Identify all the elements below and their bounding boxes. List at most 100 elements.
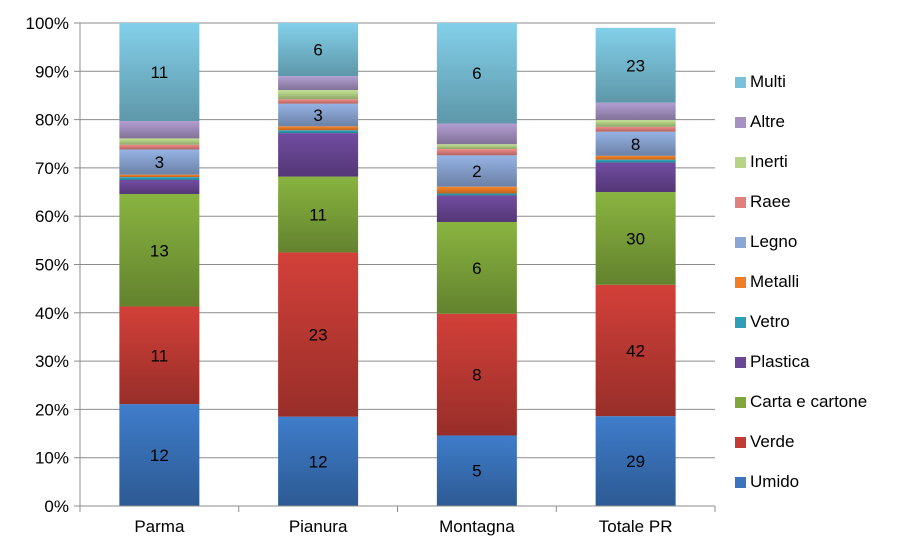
legend-item: Carta e cartone: [735, 382, 909, 422]
data-label: 30: [626, 229, 645, 248]
data-label: 23: [626, 56, 645, 75]
legend-item: Plastica: [735, 342, 909, 382]
bar-segment-plastica: [436, 195, 517, 222]
y-tick-label: 100%: [26, 14, 69, 33]
legend-swatch: [735, 356, 746, 368]
data-label: 8: [472, 366, 481, 385]
x-tick-label: Pianura: [289, 517, 348, 536]
legend-label: Plastica: [750, 352, 810, 371]
bar-segment-vetro: [595, 159, 676, 163]
bar-segment-carta-e-cartone: [436, 221, 517, 314]
legend-item: Inerti: [735, 142, 909, 182]
y-tick-label: 40%: [35, 304, 69, 323]
data-label: 29: [626, 452, 645, 471]
legend-item: Legno: [735, 222, 909, 262]
y-tick-label: 60%: [35, 207, 69, 226]
legend-swatch: [735, 116, 746, 128]
bar-segment-vetro: [119, 177, 200, 180]
y-tick-label: 90%: [35, 62, 69, 81]
x-axis-ticks: Parma Pianura Montagna Totale PR: [79, 506, 716, 536]
bar-segment-carta-e-cartone: [278, 176, 359, 253]
legend-label: Metalli: [750, 272, 800, 291]
legend-item: Raee: [735, 182, 909, 222]
bar-segment-multi: [595, 27, 676, 103]
data-label: 3: [313, 106, 322, 125]
bar-segment-inerti: [119, 138, 200, 145]
data-label: 42: [626, 341, 645, 360]
bar-segment-raee: [595, 126, 676, 132]
legend-label: Multi: [750, 72, 786, 91]
bar-segment-legno: [119, 149, 200, 175]
bar-segment-umido: [278, 416, 359, 506]
bar-segment-carta-e-cartone: [119, 193, 200, 307]
y-tick-label: 10%: [35, 449, 69, 468]
bar-segment-metalli: [278, 126, 359, 131]
bar-segment-raee: [278, 99, 359, 104]
data-label: 11: [309, 206, 327, 225]
data-label: 12: [309, 452, 328, 471]
legend-swatch: [735, 196, 746, 208]
y-tick-label: 30%: [35, 352, 69, 371]
data-label: 11: [151, 63, 169, 82]
bar-segment-plastica: [119, 179, 200, 194]
bar-segment-raee: [119, 144, 200, 150]
bar-segment-metalli: [436, 186, 517, 194]
legend-label: Verde: [750, 432, 795, 451]
legend-swatch: [735, 436, 746, 448]
legend-item: Vetro: [735, 302, 909, 342]
bar-segment-verde: [595, 284, 676, 417]
bar-segment-verde: [436, 313, 517, 436]
bar-segment-verde: [278, 252, 359, 417]
legend-label: Legno: [750, 232, 798, 251]
bar-segment-plastica: [278, 133, 359, 177]
y-tick-label: 20%: [35, 400, 69, 419]
legend-item: Multi: [735, 62, 909, 102]
bar-segment-multi: [436, 23, 517, 124]
bar-segment-vetro: [436, 193, 517, 196]
bar-segment-metalli: [119, 174, 200, 178]
x-tick-label: Parma: [134, 517, 185, 536]
data-label: 13: [150, 241, 169, 260]
bar-segment-umido: [436, 435, 517, 506]
bar-segment-vetro: [278, 130, 359, 134]
legend-label: Inerti: [750, 152, 788, 171]
y-tick-label: 50%: [35, 256, 69, 275]
bar-segment-inerti: [278, 90, 359, 100]
bar-segment-multi: [278, 23, 359, 77]
y-tick-label: 80%: [35, 111, 69, 130]
bar-segment-inerti: [436, 144, 517, 150]
legend-label: Carta e cartone: [750, 392, 868, 411]
legend-swatch: [735, 76, 746, 88]
legend-swatch: [735, 276, 746, 288]
data-label: 2: [472, 162, 481, 181]
data-label: 23: [309, 326, 328, 345]
legend-item: Altre: [735, 102, 909, 142]
x-tick-label: Montagna: [439, 517, 515, 536]
legend-swatch: [735, 396, 746, 408]
legend-label: Umido: [750, 472, 800, 491]
y-axis-ticks: 0% 10% 20% 30% 40% 50% 60% 70% 80% 90% 100%: [26, 14, 80, 516]
data-label: 8: [631, 135, 640, 154]
data-label: 5: [472, 462, 481, 481]
legend-label: Vetro: [750, 312, 790, 331]
data-label: 6: [472, 64, 481, 83]
legend-item: Umido: [735, 462, 909, 502]
data-label: 3: [155, 153, 164, 172]
legend-swatch: [735, 476, 746, 488]
bar-segment-plastica: [595, 162, 676, 193]
y-tick-label: 70%: [35, 159, 69, 178]
bar-segment-legno: [436, 155, 517, 187]
bar-segment-umido: [119, 404, 200, 506]
bar-segment-raee: [436, 149, 517, 156]
bars: [119, 23, 676, 506]
legend-swatch: [735, 316, 746, 328]
legend-label: Raee: [750, 192, 791, 211]
bar-segment-legno: [595, 131, 676, 156]
bar-segment-altre: [278, 76, 359, 91]
legend-swatch: [735, 156, 746, 168]
bar-segment-altre: [436, 123, 517, 145]
bar-segment-carta-e-cartone: [595, 192, 676, 285]
bar-segment-verde: [119, 306, 200, 405]
data-label: 11: [151, 346, 169, 365]
legend-item: Metalli: [735, 262, 909, 302]
